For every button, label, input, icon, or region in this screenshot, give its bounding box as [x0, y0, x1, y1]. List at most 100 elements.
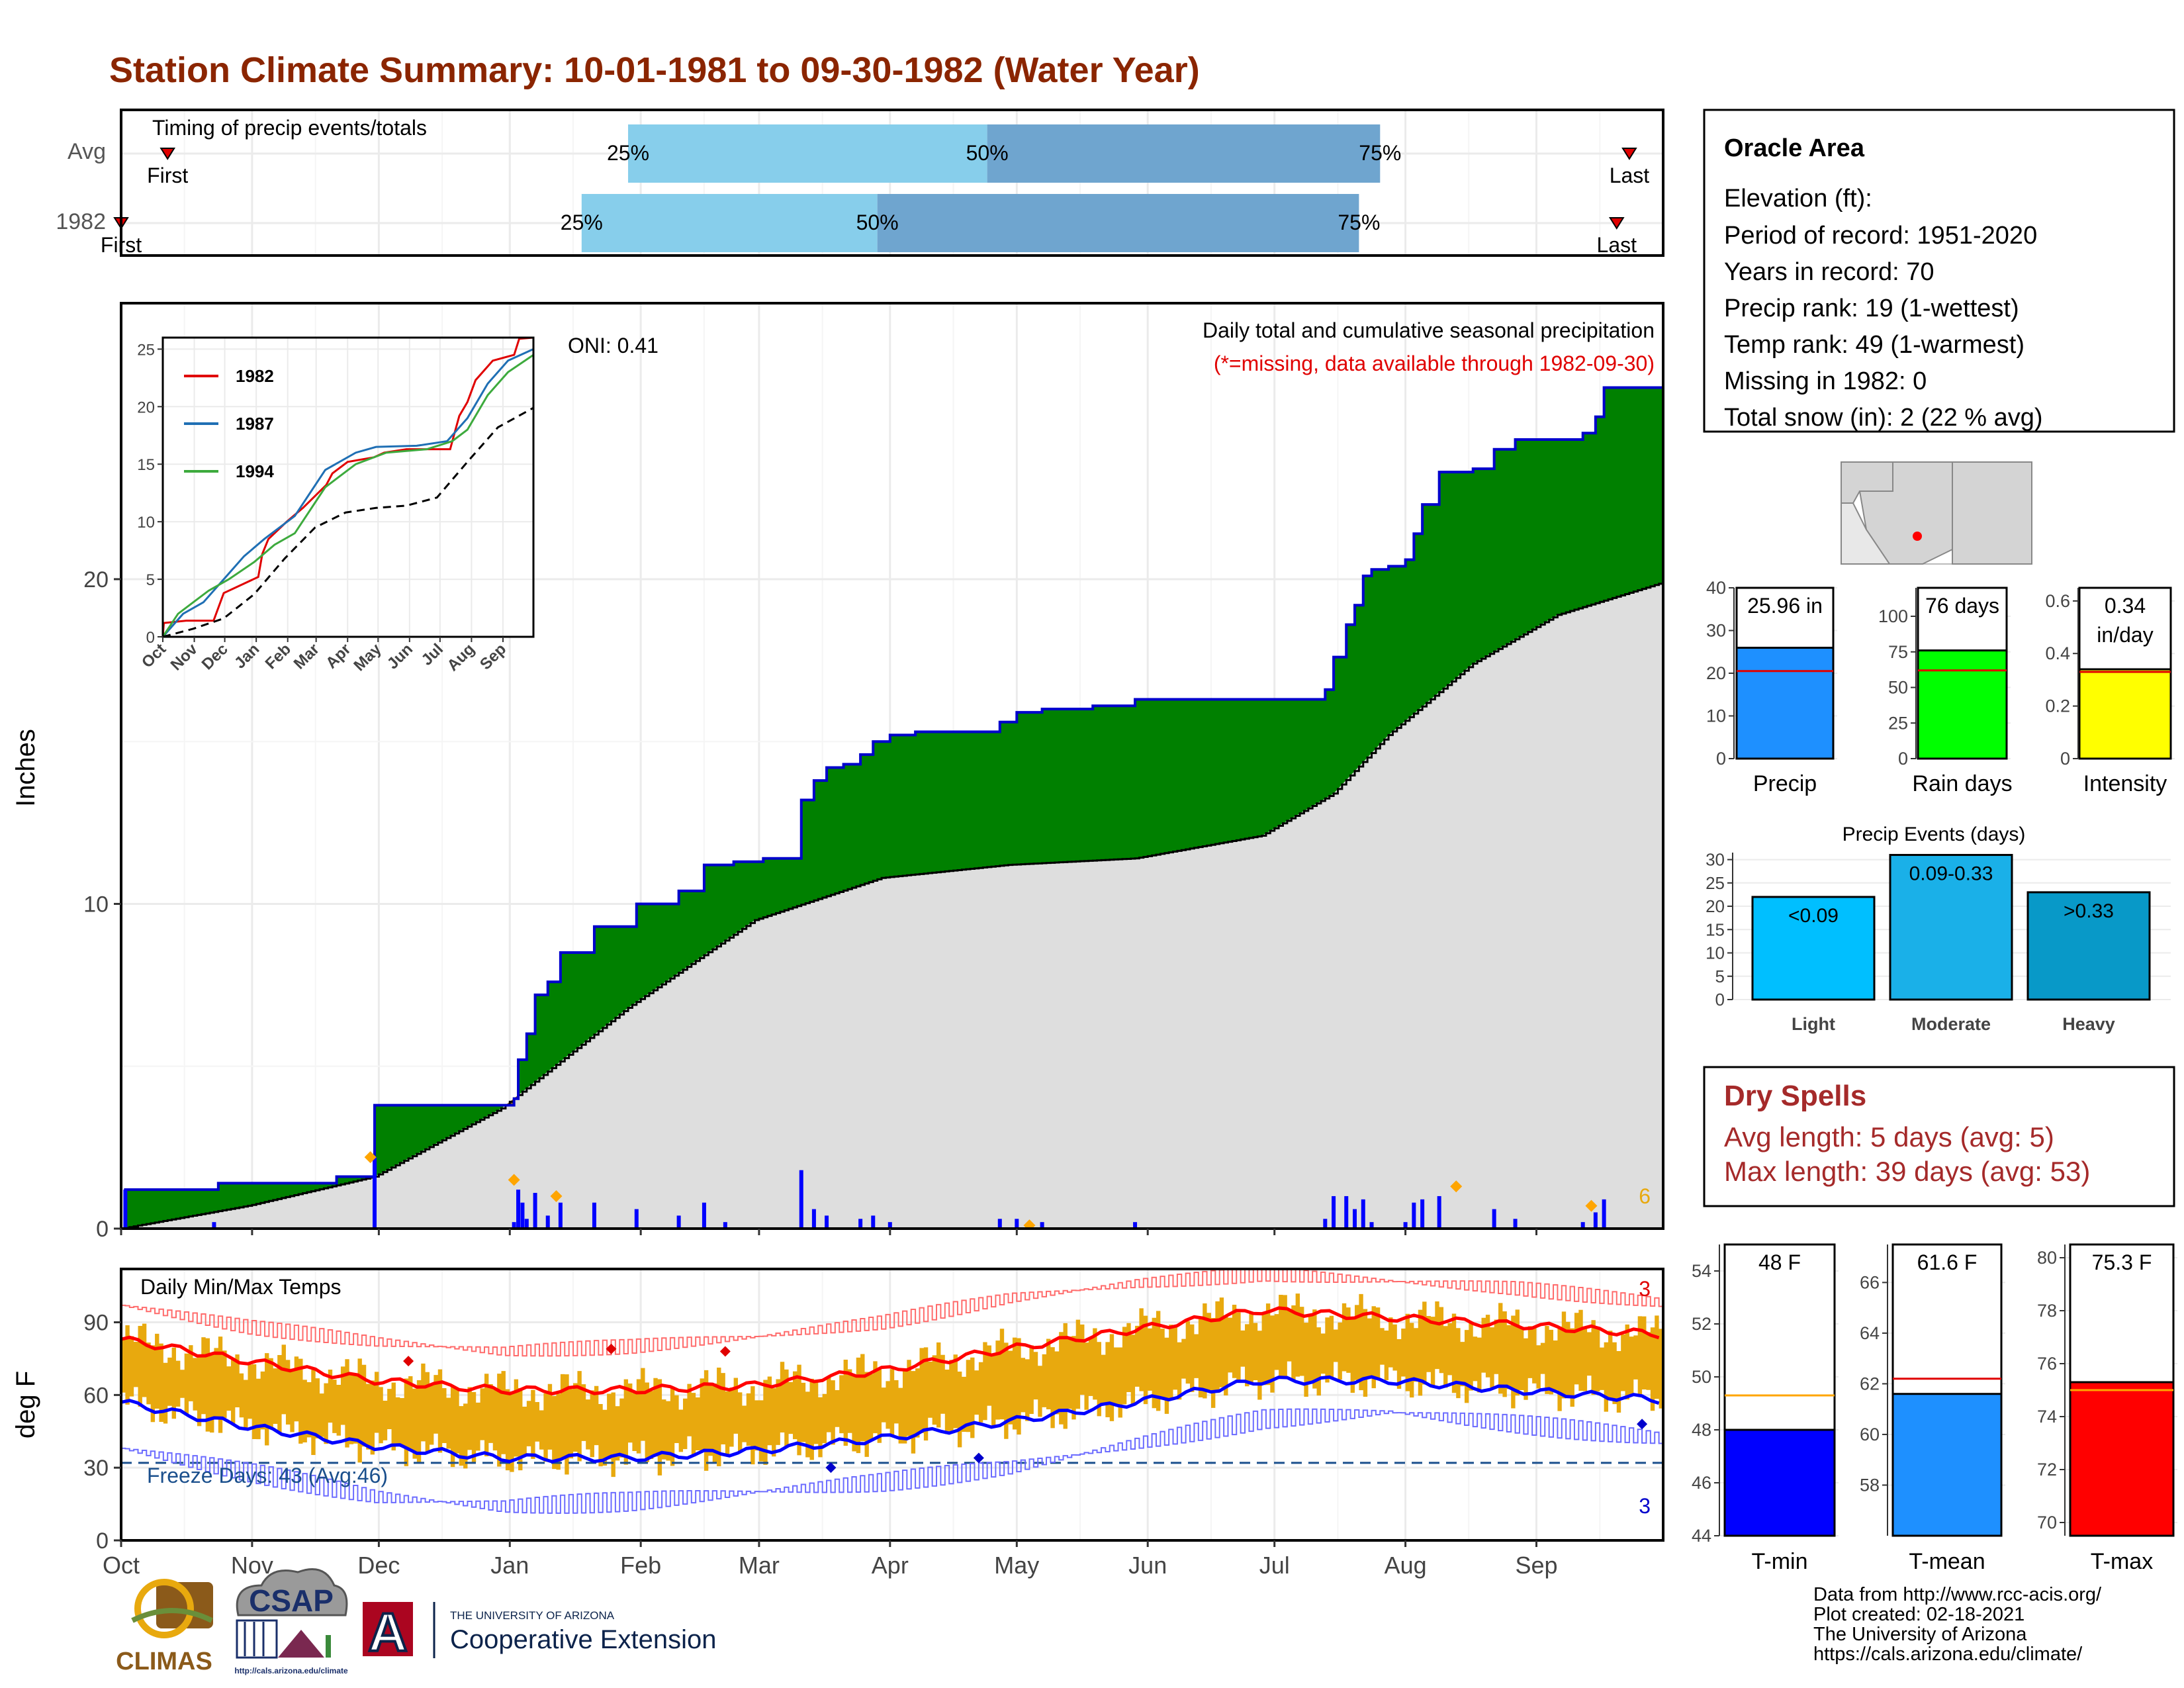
timing-bar-q25-q50 [581, 194, 878, 252]
daily-precip-bar [373, 1157, 377, 1229]
temp-mean-t-min-y-tick-label: 50 [1692, 1367, 1711, 1387]
precip-y-tick-label: 10 [83, 892, 109, 917]
season-precip-y-tick-label: 20 [1706, 663, 1726, 683]
last-event-marker [1621, 148, 1637, 160]
page-title: Station Climate Summary: 10-01-1981 to 0… [109, 50, 1200, 90]
precip-ylabel: Inches [11, 729, 40, 807]
inset-legend-label: 1982 [236, 366, 274, 386]
season-precip-y-tick-label: 10 [1706, 706, 1726, 726]
events-y-tick-label: 25 [1706, 873, 1725, 893]
temp-mean-t-max-value-label: 75.3 F [2092, 1250, 2152, 1274]
station-line-snow: Total snow (in): 2 (22 % avg) [1724, 404, 2043, 432]
station-line-temp-rank: Temp rank: 49 (1-warmest) [1724, 331, 2025, 359]
first-event-label: First [147, 164, 188, 187]
daily-precip-bar [1353, 1209, 1357, 1229]
snow-marker [1023, 1219, 1036, 1229]
precip-frame [120, 302, 1664, 1230]
timing-quantile-label: 50% [856, 211, 899, 234]
avg-min-line [121, 1375, 1660, 1464]
timing-quantile-label: 25% [607, 141, 649, 165]
temp-mean-t-max-bar [2069, 1381, 2175, 1537]
footer-line-created: Plot created: 02-18-2021 [1813, 1604, 2025, 1625]
precip-y-tick-label: 20 [83, 567, 109, 592]
temp-mean-t-max-category-label: T-max [2091, 1549, 2153, 1574]
daily-precip-bar [558, 1202, 563, 1229]
dry-spells-box: Dry Spells Avg length: 5 days (avg: 5) M… [1703, 1066, 2175, 1207]
season-precip-y-tick-label: 0 [1716, 749, 1726, 769]
daily-precip-bar [516, 1190, 521, 1229]
daily-precip-bar [702, 1202, 706, 1229]
snow-marker [364, 1151, 377, 1164]
ua-block-a: A [368, 1603, 407, 1663]
inset-series-1994-line [161, 353, 534, 637]
average-precip-area [121, 582, 1663, 1229]
avg-max-line [121, 1306, 1660, 1396]
temp-mean-t-max-y-tick-label: 78 [2037, 1301, 2057, 1321]
events-category-label: Light [1792, 1014, 1835, 1034]
daily-precip-bar [524, 1219, 529, 1229]
timing-bar-q50-q75 [877, 194, 1359, 252]
daily-precip-bar [592, 1202, 596, 1229]
daily-precip-bar [871, 1215, 876, 1229]
record-low-marker [973, 1452, 984, 1464]
precip-events-panel: Precip Events (days) 0 5 10 15 20 25 30 <0.09 Li… [1706, 823, 2171, 1034]
daily-precip-bar [811, 1209, 816, 1229]
dry-spells-max: Max length: 39 days (avg: 53) [1724, 1156, 2090, 1187]
temp-y-tick-label: 90 [83, 1311, 109, 1336]
daily-precip-bar [1593, 1212, 1598, 1229]
inset-series-1987-line [161, 348, 534, 637]
season-intensity-category-label: Intensity [2083, 771, 2167, 796]
temp-frame [120, 1268, 1664, 1542]
events-y-tick-label: 30 [1706, 850, 1725, 870]
month-tick-label: Jun [1128, 1552, 1167, 1579]
month-tick-label: Mar [739, 1552, 780, 1579]
temp-count-top: 3 [1639, 1277, 1651, 1301]
dry-spells-title: Dry Spells [1724, 1080, 1866, 1112]
season-rain-days-category-label: Rain days [1912, 771, 2012, 796]
month-tick-label: Dec [357, 1552, 400, 1579]
daily-precip-bar [1602, 1199, 1606, 1229]
daily-precip-bar [545, 1215, 550, 1229]
daily-precip-bar [1492, 1209, 1496, 1229]
above-average-area [121, 387, 1663, 1229]
timing-quantile-label: 75% [1338, 211, 1380, 234]
observed-cumulative-line [121, 385, 1663, 1229]
temp-mean-t-mean-y-tick-label: 62 [1860, 1374, 1880, 1393]
ua-extension-text: Cooperative Extension [450, 1625, 716, 1654]
timing-bar-q50-q75 [987, 124, 1381, 183]
temp-mean-t-max-y-tick-label: 80 [2037, 1248, 2057, 1268]
month-tick-label: Jul [1259, 1552, 1290, 1579]
timing-quantile-label: 75% [1359, 141, 1401, 165]
record-high-marker [719, 1346, 731, 1357]
temp-mean-t-mean-value-label: 61.6 F [1917, 1250, 1978, 1274]
events-y-tick-label: 0 [1715, 990, 1725, 1009]
daily-precip-bar [1133, 1222, 1138, 1229]
events-y-tick-label: 10 [1706, 943, 1725, 963]
ua-logo: A THE UNIVERSITY OF ARIZONA Cooperative … [363, 1601, 716, 1664]
season-precip-bar [1735, 647, 1835, 760]
temp-mean-t-min-category-label: T-min [1752, 1549, 1808, 1574]
temp-mean-t-max-y-tick-label: 72 [2037, 1460, 2057, 1479]
month-tick-label: Apr [872, 1552, 909, 1579]
footer: Data from http://www.rcc-acis.org/ Plot … [1813, 1584, 2102, 1665]
inset-y-tick-label: 0 [146, 629, 155, 647]
season-rain-days-y-tick-label: 25 [1888, 713, 1908, 733]
season-totals-panel: 0 10 20 30 40 25.96 in Precip 0 25 50 75 100 76 days… [1706, 578, 2175, 796]
events-bar-value-label: >0.33 [2064, 900, 2114, 922]
record-high-marker [606, 1343, 617, 1354]
inset-y-tick-label: 20 [137, 399, 155, 416]
timing-row-label-avg: Avg [68, 139, 106, 164]
temperature-panel: 0 30 60 90 Oct Nov Dec Jan Feb Mar Apr May Jun Jul Aug… [11, 1268, 1664, 1579]
daily-precip-bar [1403, 1222, 1408, 1229]
climas-wordmark: CLIMAS [116, 1648, 212, 1675]
footer-line-url: https://cals.arizona.edu/climate/ [1813, 1644, 2083, 1665]
inset-y-tick-label: 15 [137, 456, 155, 474]
temp-title: Daily Min/Max Temps [140, 1275, 341, 1299]
month-tick-label: May [994, 1552, 1039, 1579]
daily-precip-bar [676, 1215, 681, 1229]
daily-precip-bar [1513, 1219, 1518, 1229]
timing-title: Timing of precip events/totals [152, 116, 427, 140]
daily-precip-bar [123, 1190, 128, 1229]
